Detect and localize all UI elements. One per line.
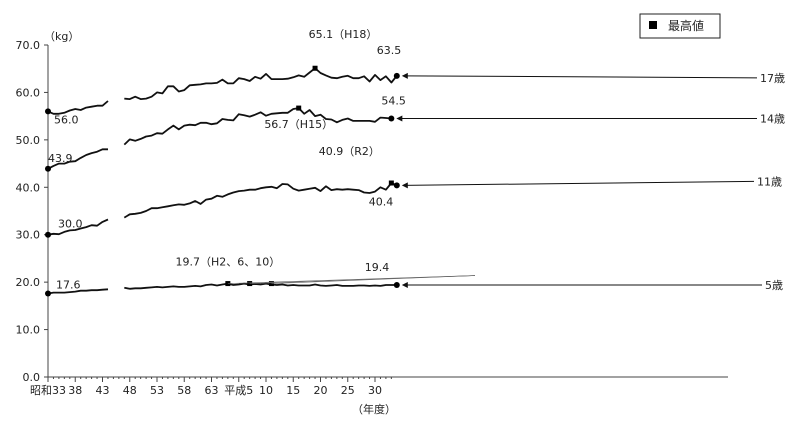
- y-tick-label: 10.0: [16, 324, 41, 337]
- y-tick-label: 30.0: [16, 229, 41, 242]
- legend: 最高値: [639, 13, 721, 39]
- endpoint-dot: [388, 115, 395, 122]
- y-tick-label: 20.0: [16, 276, 41, 289]
- endpoint-dot: [393, 281, 400, 288]
- x-tick-label: 平成5: [224, 384, 253, 397]
- y-tick-label: 0.0: [23, 371, 41, 384]
- annotations: 56.0 43.9 30.0 17.6 63.5 54.5 40.4 19.4 65.1（H18…: [48, 28, 476, 292]
- x-tick-label: 15: [286, 384, 300, 397]
- value-label: 40.4: [369, 195, 394, 208]
- series-name-label: 11歳: [757, 175, 782, 188]
- y-tick-label: 50.0: [16, 134, 41, 147]
- x-tick-label: 53: [150, 384, 164, 397]
- x-tick-label: 38: [68, 384, 82, 397]
- x-tick-label: 10: [259, 384, 273, 397]
- value-label: 63.5: [377, 44, 402, 57]
- x-tick-label: 63: [205, 384, 219, 397]
- series-line: [47, 182, 398, 236]
- value-label: 19.4: [365, 261, 390, 274]
- max-pointer-line: [271, 275, 476, 284]
- x-tick-label: 30: [368, 384, 382, 397]
- x-tick-label: 25: [341, 384, 355, 397]
- legend-marker-icon: [649, 21, 657, 29]
- y-axis: 0.0 10.0 20.0 30.0 40.0 50.0 60.0 70.0: [16, 39, 49, 384]
- series-line: [47, 107, 392, 170]
- max-label: 56.7（H15）: [264, 118, 333, 131]
- x-axis: 昭和33 38 43 48 53 58 63 平成5 10 15 20 25 30: [30, 376, 728, 397]
- series-arrow: [403, 75, 758, 79]
- max-label: 40.9（R2）: [319, 145, 380, 158]
- value-label: 43.9: [48, 152, 73, 165]
- y-tick-label: 60.0: [16, 86, 41, 99]
- x-tick-label: 20: [314, 384, 328, 397]
- endpoint-dot: [393, 72, 400, 79]
- series-arrowhead: [401, 182, 408, 189]
- series-arrowhead: [401, 281, 408, 288]
- series-name-label: 17歳: [760, 72, 785, 85]
- series-arrowhead: [401, 72, 408, 79]
- x-tick-label: 43: [96, 384, 110, 397]
- x-tick-label: 58: [177, 384, 191, 397]
- series-name-label: 14歳: [760, 113, 785, 126]
- max-label: 19.7（H2、6、10）: [175, 256, 280, 269]
- endpoint-dot: [45, 231, 51, 238]
- max-marker: [296, 105, 302, 111]
- value-label: 56.0: [54, 113, 79, 126]
- endpoint-dot: [45, 108, 51, 115]
- max-marker: [388, 180, 394, 186]
- series-line: [47, 282, 397, 295]
- endpoint-dot: [45, 290, 51, 297]
- y-unit-label: （kg）: [44, 30, 79, 43]
- max-label: 65.1（H18）: [309, 28, 378, 41]
- x-tick-label: 48: [123, 384, 137, 397]
- max-marker: [312, 65, 318, 71]
- series-arrowhead: [396, 115, 403, 122]
- value-label: 54.5: [381, 95, 406, 108]
- endpoint-dot: [45, 165, 51, 172]
- y-tick-label: 70.0: [16, 39, 41, 52]
- value-label: 30.0: [58, 218, 83, 231]
- series-arrow: [403, 180, 755, 186]
- x-tick-label: 昭和33: [30, 384, 66, 397]
- series-lines: 17歳 14歳 11歳 5歳: [45, 67, 785, 297]
- legend-label: 最高値: [668, 18, 704, 33]
- y-tick-label: 40.0: [16, 181, 41, 194]
- series-line: [47, 67, 398, 115]
- series-name-label: 5歳: [765, 279, 783, 292]
- x-unit-label: （年度）: [352, 402, 396, 416]
- endpoint-dot: [393, 182, 400, 189]
- value-label: 17.6: [56, 279, 81, 292]
